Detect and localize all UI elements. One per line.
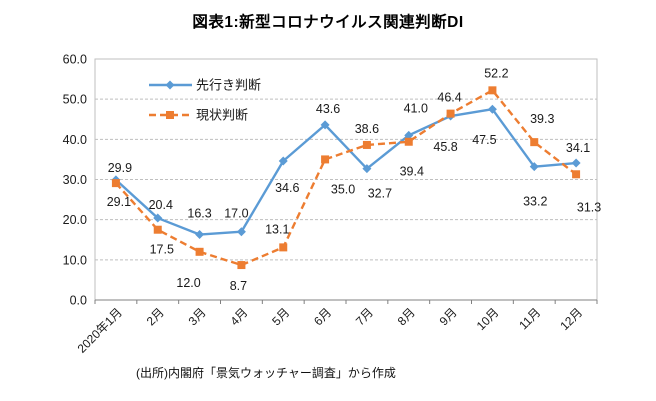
data-label: 32.7: [368, 187, 392, 201]
data-point-marker: [362, 140, 371, 149]
data-label: 17.5: [150, 243, 174, 257]
data-label: 8.7: [230, 279, 247, 293]
legend-item: 先行き判断: [149, 78, 261, 93]
x-tick-label: 10月: [474, 305, 502, 333]
x-tick-label: 9月: [437, 305, 460, 328]
data-point-marker: [488, 86, 497, 95]
data-label: 52.2: [484, 66, 508, 80]
x-tick-label: 6月: [311, 305, 334, 328]
data-label: 34.1: [566, 141, 590, 155]
x-tick-label: 12月: [557, 305, 585, 333]
y-tick-label: 30.0: [63, 173, 87, 187]
data-point-marker: [320, 120, 330, 130]
y-tick-label: 20.0: [63, 213, 87, 227]
data-label: 29.9: [108, 161, 132, 175]
data-label: 12.0: [176, 276, 200, 290]
data-point-marker: [278, 156, 288, 166]
data-label: 33.2: [523, 195, 547, 209]
data-label: 31.3: [577, 200, 601, 214]
series-line-1: [115, 108, 577, 236]
data-point-marker: [487, 104, 497, 114]
data-point-marker: [404, 130, 414, 140]
data-label: 16.3: [187, 207, 211, 221]
legend-marker: [166, 111, 174, 119]
data-label: 34.6: [275, 181, 299, 195]
x-tick-label: 5月: [269, 305, 292, 328]
legend-label: 先行き判断: [196, 78, 261, 93]
series-line-2: [115, 89, 577, 267]
data-label: 38.6: [355, 122, 379, 136]
y-tick-label: 0.0: [70, 294, 87, 308]
data-point-marker: [195, 247, 204, 256]
data-point-marker: [111, 179, 120, 188]
legend-label: 現状判断: [196, 108, 248, 123]
data-point-marker: [529, 162, 539, 172]
x-tick-label: 3月: [186, 305, 209, 328]
data-label: 46.4: [437, 91, 461, 105]
x-tick-label: 8月: [395, 305, 418, 328]
data-point-marker: [279, 243, 288, 252]
data-point-marker: [321, 155, 330, 164]
data-label: 17.0: [224, 207, 248, 221]
legend-item: 現状判断: [149, 108, 248, 123]
y-tick-label: 40.0: [63, 133, 87, 147]
data-point-marker: [237, 261, 246, 270]
y-tick-label: 10.0: [63, 253, 87, 267]
source-note: (出所)内閣府「景気ウォッチャー調査」から作成: [136, 366, 396, 380]
data-label: 43.6: [316, 102, 340, 116]
y-tick-label: 50.0: [63, 93, 87, 107]
chart-title: 図表1:新型コロナウイルス関連判断DI: [192, 14, 464, 31]
data-point-marker: [153, 213, 163, 223]
x-tick-label: 2月: [144, 305, 167, 328]
data-label: 39.3: [530, 112, 554, 126]
data-label: 39.4: [400, 165, 424, 179]
x-tick-label: 4月: [227, 305, 250, 328]
data-label: 29.1: [107, 195, 131, 209]
data-point-marker: [404, 137, 413, 146]
data-label: 47.5: [472, 133, 496, 147]
data-point-marker: [153, 225, 162, 234]
data-point-marker: [362, 164, 372, 174]
y-tick-label: 60.0: [63, 53, 87, 67]
data-label: 35.0: [331, 182, 355, 196]
data-point-marker: [572, 170, 581, 179]
data-point-marker: [446, 109, 455, 118]
data-point-marker: [236, 227, 246, 237]
data-label: 41.0: [404, 101, 428, 115]
x-tick-label: 7月: [353, 305, 376, 328]
x-tick-label: 2020年1月: [75, 305, 125, 355]
data-label: 13.1: [265, 222, 289, 236]
data-point-marker: [195, 230, 205, 240]
x-tick-label: 11月: [516, 305, 543, 332]
legend-marker: [165, 80, 175, 90]
data-label: 20.4: [149, 198, 173, 212]
data-point-marker: [571, 158, 581, 168]
data-label: 45.8: [433, 140, 457, 154]
data-point-marker: [530, 138, 539, 147]
